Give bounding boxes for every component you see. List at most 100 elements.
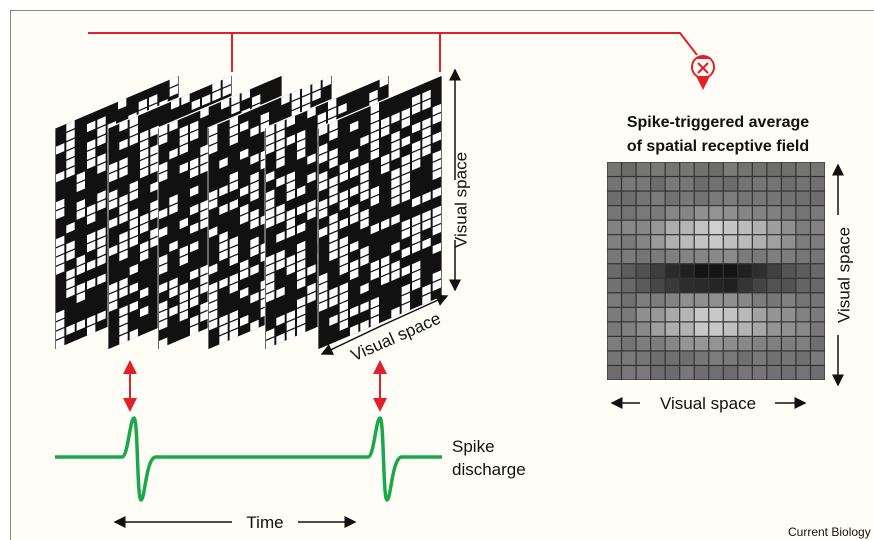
rf-cell [767, 221, 780, 234]
rf-cell [767, 163, 780, 176]
rf-cell [738, 250, 751, 263]
rf-cell [811, 352, 824, 365]
rf-cell [709, 366, 722, 379]
rf-cell [680, 308, 693, 321]
rf-cell [709, 293, 722, 306]
rf-cell [797, 264, 810, 277]
rf-cell [753, 192, 766, 205]
rf-cell [666, 308, 679, 321]
rf-cell [622, 192, 635, 205]
rf-cell [738, 293, 751, 306]
rf-cell [680, 279, 693, 292]
rf-cell [811, 177, 824, 190]
rf-cell [767, 235, 780, 248]
rf-cell [782, 264, 795, 277]
rf-cell [767, 177, 780, 190]
rf-cell [811, 308, 824, 321]
rf-cell [753, 163, 766, 176]
rf-cell [680, 366, 693, 379]
rf-cell [680, 264, 693, 277]
rf-cell [797, 250, 810, 263]
rf-cell [666, 192, 679, 205]
rf-cell [666, 206, 679, 219]
rf-cell [724, 352, 737, 365]
rf-cell [709, 264, 722, 277]
rf-cell [680, 177, 693, 190]
rf-cell [637, 366, 650, 379]
rf-cell [622, 308, 635, 321]
rf-cell [797, 352, 810, 365]
rf-cell [782, 293, 795, 306]
rf-cell [753, 337, 766, 350]
rf-cell [709, 192, 722, 205]
rf-cell [695, 206, 708, 219]
rf-cell [695, 250, 708, 263]
rf-cell [753, 221, 766, 234]
rf-cell [753, 308, 766, 321]
rf-cell [680, 221, 693, 234]
rf-cell [666, 337, 679, 350]
rf-cell [782, 322, 795, 335]
rf-cell [695, 192, 708, 205]
rf-cell [753, 235, 766, 248]
rf-cell [724, 366, 737, 379]
rf-cell [753, 352, 766, 365]
rf-cell [651, 206, 664, 219]
rf-cell [695, 366, 708, 379]
rf-cell [724, 264, 737, 277]
rf-cell [782, 192, 795, 205]
rf-cell [608, 337, 621, 350]
rf-cell [724, 279, 737, 292]
rf-cell [695, 221, 708, 234]
rf-cell [680, 337, 693, 350]
rf-cell [767, 352, 780, 365]
rf-cell [709, 337, 722, 350]
rf-cell [738, 308, 751, 321]
rf-cell [738, 279, 751, 292]
rf-cell [608, 163, 621, 176]
rf-cell [709, 221, 722, 234]
rf-cell [666, 366, 679, 379]
rf-cell [782, 250, 795, 263]
rf-cell [622, 235, 635, 248]
rf-cell [782, 177, 795, 190]
rf-cell [695, 352, 708, 365]
rf-cell [622, 163, 635, 176]
label: Visual space [660, 394, 756, 413]
rf-cell [637, 322, 650, 335]
rf-cell [695, 293, 708, 306]
rf-cell [797, 163, 810, 176]
rf-cell [753, 279, 766, 292]
rf-cell [709, 308, 722, 321]
rf-cell [622, 206, 635, 219]
rf-cell [797, 192, 810, 205]
rf-cell [797, 221, 810, 234]
rf-cell [666, 221, 679, 234]
rf-cell [753, 293, 766, 306]
diagram: Visual space Visual space Visual space V… [0, 0, 874, 540]
rf-cell [753, 250, 766, 263]
rf-cell [797, 337, 810, 350]
rf-cell [767, 250, 780, 263]
rf-cell [608, 308, 621, 321]
rf-cell [709, 322, 722, 335]
rf-cell [782, 221, 795, 234]
rf-cell [608, 177, 621, 190]
rf-cell [738, 337, 751, 350]
rf-cell [753, 322, 766, 335]
rf-cell [797, 177, 810, 190]
rf-cell [680, 192, 693, 205]
rf-cell [767, 337, 780, 350]
rf-cell [637, 352, 650, 365]
rf-cell [811, 293, 824, 306]
rf-cell [680, 250, 693, 263]
rf-cell [622, 366, 635, 379]
rf-cell [695, 235, 708, 248]
rf-cell [608, 366, 621, 379]
rf-cell [622, 264, 635, 277]
rf-cell [811, 206, 824, 219]
rf-cell [738, 322, 751, 335]
rf-title: Spike-triggered average [627, 114, 809, 131]
rf-cell [724, 308, 737, 321]
rf-cell [782, 163, 795, 176]
